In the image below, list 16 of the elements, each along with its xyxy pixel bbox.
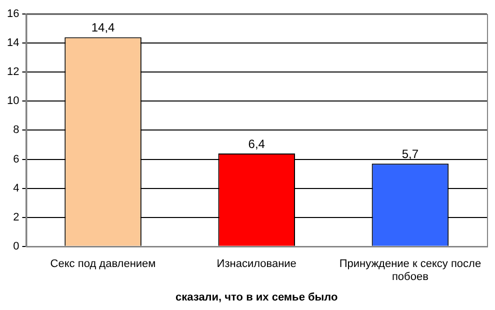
y-tick-label: 10 [6, 95, 20, 108]
x-tick-label: Секс под давлением [50, 258, 156, 270]
x-axis-title: сказали, что в их семье было [175, 291, 338, 304]
y-tick-label: 12 [6, 66, 20, 78]
y-tick-label: 0 [13, 240, 20, 252]
data-label: 14,4 [91, 20, 116, 35]
y-tick-label: 14 [6, 37, 20, 50]
y-tick-label: 8 [13, 124, 20, 136]
y-tick-label: 4 [13, 182, 20, 194]
y-tick-label: 16 [6, 8, 20, 20]
data-label: 5,7 [402, 146, 419, 161]
y-tick-label: 2 [13, 211, 20, 224]
data-label: 6,4 [248, 136, 266, 151]
y-tick-label: 6 [13, 153, 20, 166]
x-tick-label: Изнасилование [216, 258, 296, 270]
x-tick-label: Принуждение к сексу после побоев [339, 258, 482, 284]
